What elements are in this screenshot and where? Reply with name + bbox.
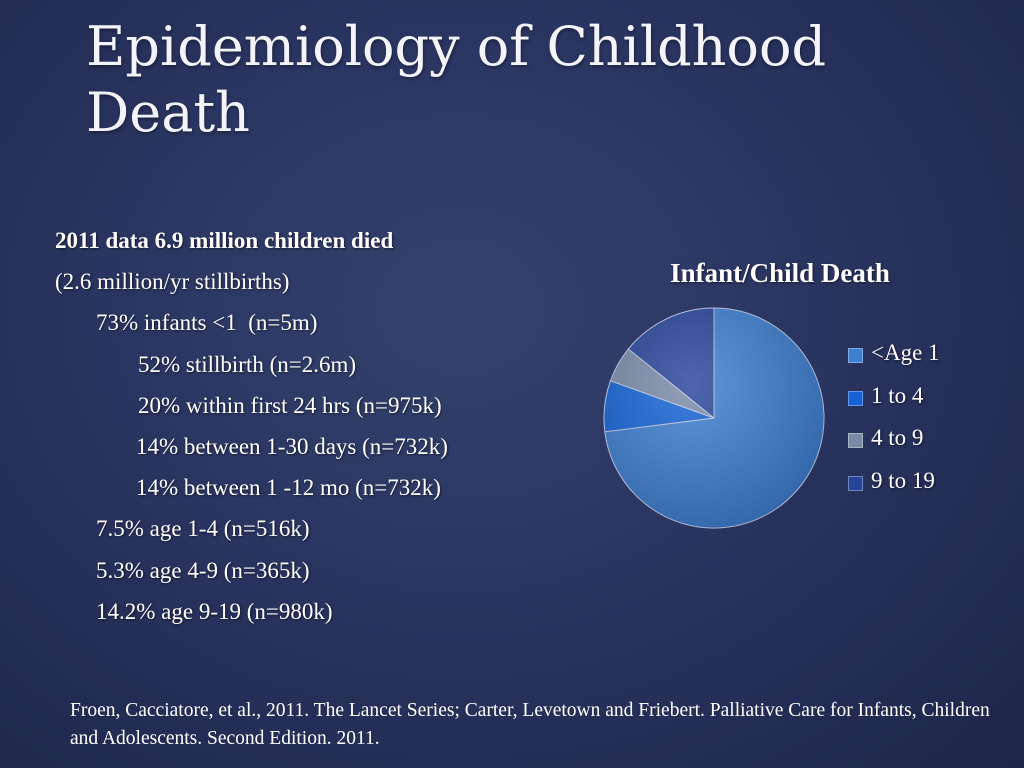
citation-footer: Froen, Cacciatore, et al., 2011. The Lan…: [70, 700, 990, 749]
bullet-item: 2011 data 6.9 million children died: [55, 228, 394, 253]
legend-swatch: [848, 475, 863, 491]
legend-label: 4 to 9: [871, 425, 924, 450]
legend-label: <Age 1: [871, 340, 940, 365]
bullet-item: 52% stillbirth (n=2.6m): [138, 351, 357, 377]
legend-label: 9 to 19: [871, 467, 935, 493]
legend-swatch: [848, 390, 863, 406]
legend-swatch: [848, 348, 863, 363]
bullet-item: 14% between 1-30 days (n=732k): [136, 434, 448, 460]
legend-label: 1 to 4: [871, 382, 924, 408]
legend-swatch: [848, 433, 863, 448]
chart-title: Infant/Child Death: [670, 258, 890, 288]
bullet-list: 2011 data 6.9 million children died (2.6…: [55, 220, 615, 632]
bullet-item: (2.6 million/yr stillbirths): [55, 269, 290, 295]
bullet-item: 73% infants <1 (n=5m): [96, 310, 318, 336]
bullet-item: 7.5% age 1-4 (n=516k): [96, 516, 310, 542]
page-title: Epidemiology of Childhood Death: [86, 15, 827, 144]
bullet-item: 5.3% age 4-9 (n=365k): [96, 557, 310, 583]
pie-chart: [603, 307, 825, 529]
bullet-item: 14% between 1 -12 mo (n=732k): [136, 475, 441, 501]
bullet-item: 14.2% age 9-19 (n=980k): [96, 598, 333, 624]
bullet-item: 20% within first 24 hrs (n=975k): [138, 392, 442, 418]
